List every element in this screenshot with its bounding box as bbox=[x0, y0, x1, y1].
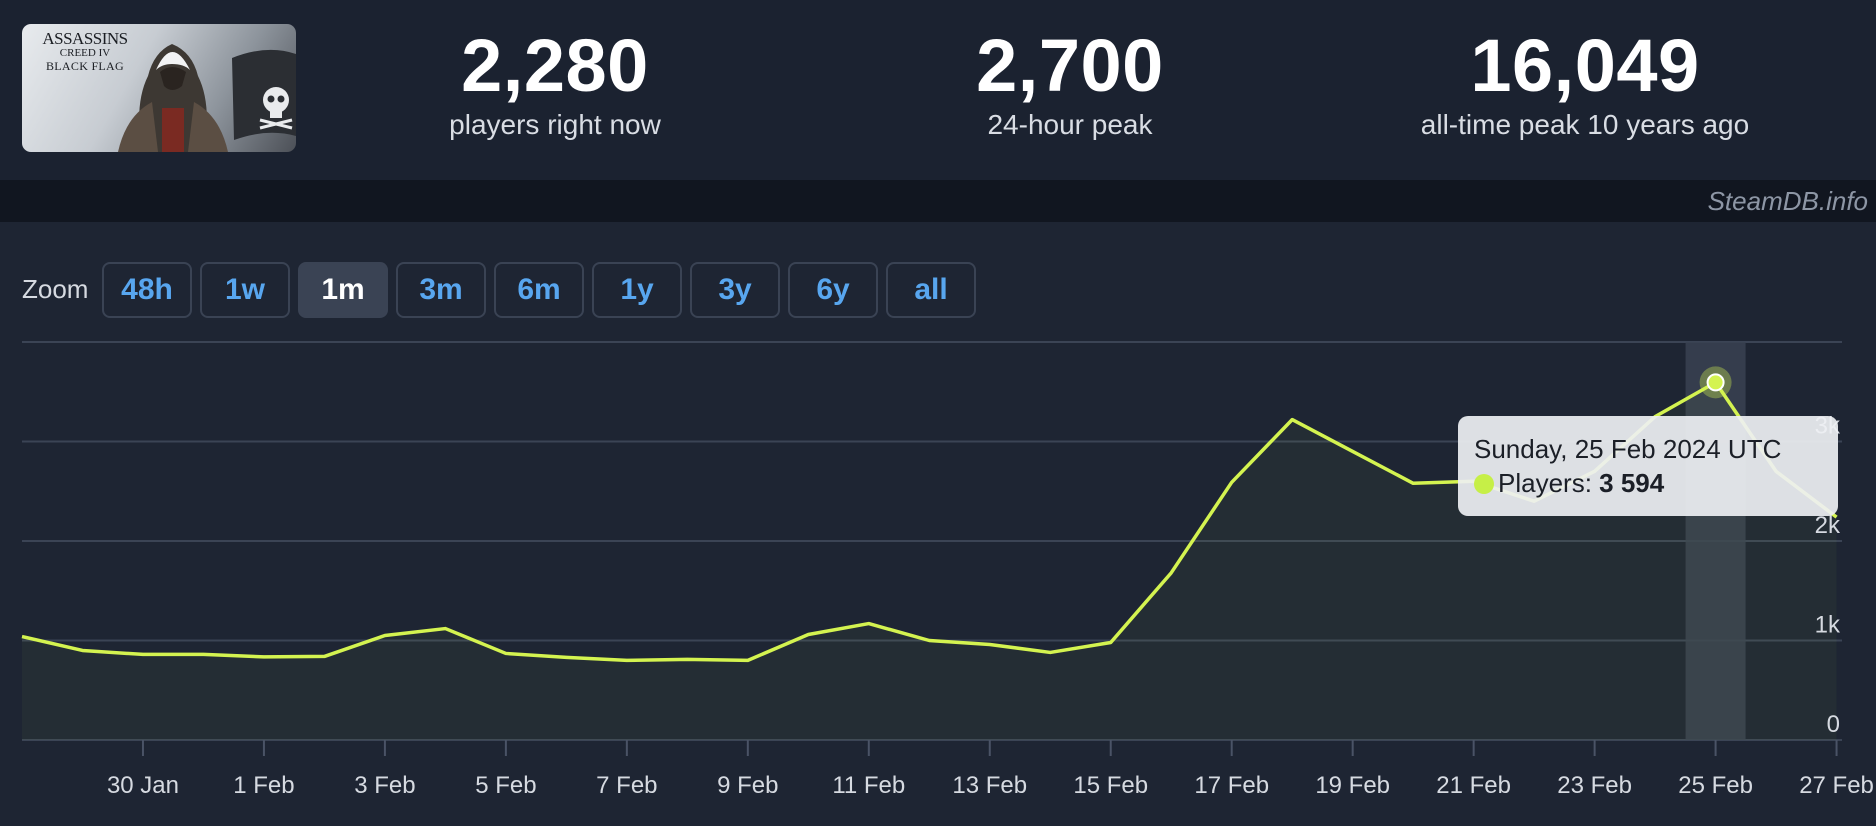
zoom-button-6m[interactable]: 6m bbox=[494, 262, 584, 318]
cover-title: ASSASSINS CREED IV BLACK FLAG bbox=[26, 30, 144, 72]
series-dot-icon bbox=[1474, 474, 1494, 494]
zoom-button-48h[interactable]: 48h bbox=[102, 262, 192, 318]
x-tick-label: 11 Feb bbox=[832, 772, 905, 799]
stat-label: players right now bbox=[449, 109, 661, 140]
x-tick-label: 15 Feb bbox=[1073, 772, 1148, 799]
cover-title-line1: ASSASSINS bbox=[42, 29, 128, 48]
zoom-button-3m[interactable]: 3m bbox=[396, 262, 486, 318]
zoom-button-1w[interactable]: 1w bbox=[200, 262, 290, 318]
y-tick-label: 2k bbox=[1815, 512, 1841, 539]
game-cover-image[interactable]: ASSASSINS CREED IV BLACK FLAG bbox=[22, 24, 296, 152]
zoom-label: Zoom bbox=[22, 274, 89, 304]
stats-header: ASSASSINS CREED IV BLACK FLAG 2,280 play… bbox=[0, 0, 1876, 180]
zoom-button-all[interactable]: all bbox=[886, 262, 976, 318]
stat-value: 16,049 bbox=[1470, 24, 1700, 107]
highlight-point bbox=[1706, 373, 1725, 392]
stat-label: all-time peak 10 years ago bbox=[1420, 109, 1750, 140]
y-tick-label: 1k bbox=[1815, 612, 1841, 639]
chart-panel bbox=[0, 222, 1876, 826]
stat-all-time-peak: 16,049 all-time peak 10 years ago bbox=[1380, 26, 1790, 142]
x-tick-label: 5 Feb bbox=[475, 772, 536, 799]
zoom-button-3y[interactable]: 3y bbox=[690, 262, 780, 318]
zoom-button-1y[interactable]: 1y bbox=[592, 262, 682, 318]
series-area bbox=[22, 382, 1837, 740]
x-tick-label: 30 Jan bbox=[107, 772, 179, 799]
cover-title-line3: BLACK FLAG bbox=[45, 59, 124, 73]
steamdb-watermark: SteamDB.info bbox=[1707, 186, 1868, 216]
tooltip-date: Sunday, 25 Feb 2024 UTC bbox=[1474, 434, 1782, 464]
x-tick-label: 13 Feb bbox=[952, 772, 1027, 799]
cover-title-line2: CREED IV bbox=[59, 47, 111, 59]
zoom-button-6y[interactable]: 6y bbox=[788, 262, 878, 318]
stat-value: 2,700 bbox=[976, 24, 1164, 107]
x-tick-label: 21 Feb bbox=[1436, 772, 1511, 799]
tooltip-value: 3 594 bbox=[1599, 468, 1665, 498]
zoom-button-1m[interactable]: 1m bbox=[298, 262, 388, 318]
x-tick-label: 3 Feb bbox=[354, 772, 415, 799]
stat-value: 2,280 bbox=[461, 24, 649, 107]
cover-artwork bbox=[118, 44, 296, 152]
x-tick-label: 19 Feb bbox=[1315, 772, 1390, 799]
x-tick-label: 17 Feb bbox=[1194, 772, 1269, 799]
x-tick-label: 7 Feb bbox=[596, 772, 657, 799]
stat-players-now: 2,280 players right now bbox=[400, 26, 710, 142]
x-tick-label: 25 Feb bbox=[1678, 772, 1753, 799]
tooltip-row: Players: 3 594 bbox=[1474, 468, 1838, 498]
x-tick-label: 1 Feb bbox=[233, 772, 294, 799]
chart-tooltip: Sunday, 25 Feb 2024 UTC Players: 3 594 bbox=[1458, 416, 1838, 516]
x-tick-label: 23 Feb bbox=[1557, 772, 1632, 799]
x-tick-label: 9 Feb bbox=[717, 772, 778, 799]
x-tick-label: 27 Feb bbox=[1799, 772, 1874, 799]
y-tick-label: 0 bbox=[1827, 711, 1840, 738]
hover-band bbox=[1685, 342, 1746, 740]
stat-24h-peak: 2,700 24-hour peak bbox=[920, 26, 1220, 142]
tooltip-series-label: Players: bbox=[1498, 468, 1592, 498]
stat-label: 24-hour peak bbox=[987, 109, 1153, 140]
